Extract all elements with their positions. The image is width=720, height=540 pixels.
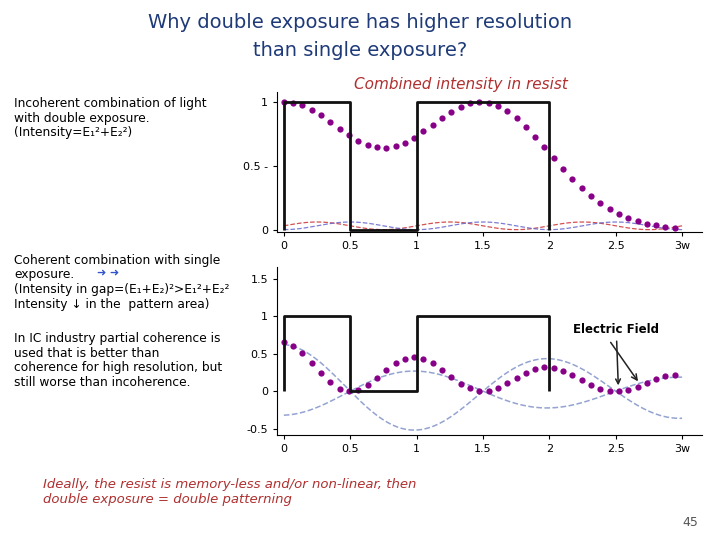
Text: still worse than incoherence.: still worse than incoherence. bbox=[14, 376, 191, 389]
Text: coherence for high resolution, but: coherence for high resolution, but bbox=[14, 361, 222, 374]
Legend: 1st exposre, 2nd exposure, Combined in resist: 1st exposre, 2nd exposure, Combined in r… bbox=[302, 267, 677, 286]
Text: ➜ ➜: ➜ ➜ bbox=[97, 268, 120, 279]
Text: (Intensity=E₁²+E₂²): (Intensity=E₁²+E₂²) bbox=[14, 126, 132, 139]
Text: used that is better than: used that is better than bbox=[14, 347, 160, 360]
Text: Ideally, the resist is memory-less and/or non-linear, then
double exposure = dou: Ideally, the resist is memory-less and/o… bbox=[43, 478, 417, 506]
Text: Combined intensity in resist: Combined intensity in resist bbox=[354, 77, 568, 92]
Text: Coherent combination with single: Coherent combination with single bbox=[14, 254, 220, 267]
Text: Electric Field: Electric Field bbox=[573, 322, 660, 384]
Text: than single exposure?: than single exposure? bbox=[253, 40, 467, 59]
Text: Why double exposure has higher resolution: Why double exposure has higher resolutio… bbox=[148, 14, 572, 32]
Text: (Intensity in gap=(E₁+E₂)²>E₁²+E₂²: (Intensity in gap=(E₁+E₂)²>E₁²+E₂² bbox=[14, 283, 230, 296]
Text: exposure.: exposure. bbox=[14, 268, 75, 281]
Text: In IC industry partial coherence is: In IC industry partial coherence is bbox=[14, 332, 221, 345]
Text: 45: 45 bbox=[683, 516, 698, 529]
Text: Incoherent combination of light: Incoherent combination of light bbox=[14, 97, 207, 110]
Text: with double exposure.: with double exposure. bbox=[14, 112, 150, 125]
Text: Intensity ↓ in the  pattern area): Intensity ↓ in the pattern area) bbox=[14, 298, 210, 310]
